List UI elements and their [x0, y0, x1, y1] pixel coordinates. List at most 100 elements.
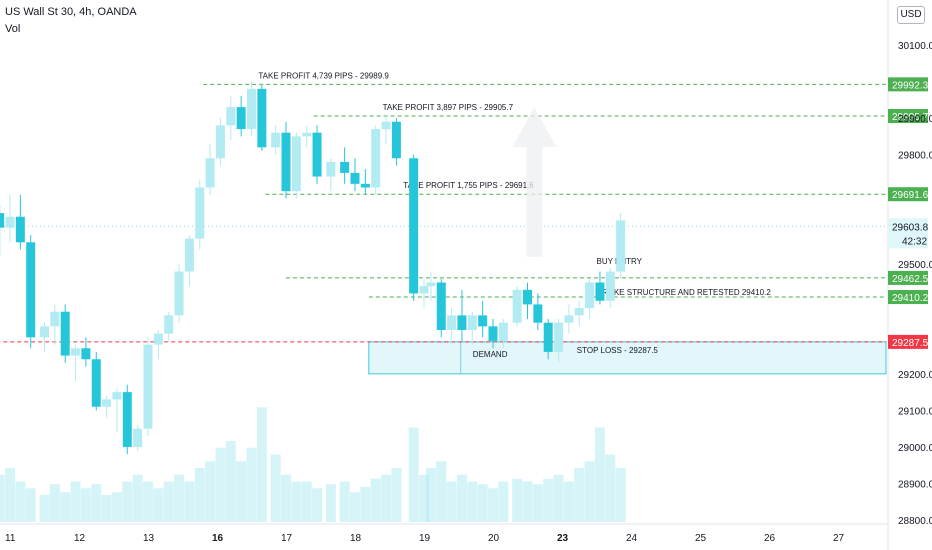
volume-bar — [522, 481, 533, 522]
candle-body — [271, 132, 281, 148]
candle-body — [281, 132, 291, 192]
volume-bar — [543, 478, 554, 522]
candle-body — [360, 183, 370, 188]
candle-body — [291, 136, 301, 192]
x-tick-label: 23 — [557, 533, 569, 544]
volume-bar — [5, 468, 15, 522]
volume-bar — [512, 478, 523, 522]
current-price-tag-text: 29603.8 — [892, 222, 929, 233]
candle-body — [467, 315, 477, 330]
candle-body — [40, 326, 49, 338]
volume-bar — [325, 484, 336, 522]
volume-bar — [360, 486, 371, 522]
candle-body — [143, 344, 153, 429]
volume-bar — [532, 484, 543, 522]
volume-bar — [91, 484, 102, 522]
stop-loss-label: STOP LOSS - 29287.5 — [577, 346, 659, 355]
volume-bar — [122, 481, 133, 522]
price-level-label: TAKE PROFIT 4,739 PIPS - 29989.9 — [258, 71, 389, 80]
volume-bar — [215, 447, 226, 522]
candle-body — [133, 428, 143, 447]
candle-body — [184, 238, 194, 272]
volume-bar — [615, 468, 626, 522]
volume-bar — [49, 484, 60, 522]
volume-bar — [0, 474, 5, 522]
x-tick-label: 17 — [281, 533, 293, 544]
countdown-text: 42:32 — [902, 236, 927, 247]
candle-body — [605, 271, 615, 301]
candle-body — [236, 107, 246, 130]
volume-bar — [594, 427, 605, 522]
candle-body — [302, 132, 312, 137]
volume-bar — [312, 488, 323, 522]
volume-bar — [370, 478, 381, 522]
volume-bar — [381, 474, 392, 522]
candle-body — [205, 158, 215, 188]
price-level-tag — [888, 270, 928, 285]
price-level-tag — [888, 290, 928, 305]
volume-bar — [391, 468, 402, 522]
candle-body — [447, 315, 457, 330]
volume-bar — [194, 468, 205, 522]
volume-bar — [301, 481, 312, 522]
candle-body — [533, 304, 543, 323]
volume-indicator-label: Vol — [5, 23, 21, 35]
x-tick-label: 27 — [833, 533, 845, 544]
candle-body — [112, 392, 122, 400]
volume-bar — [574, 468, 585, 522]
y-tick-label: 29500.0 — [898, 260, 932, 271]
candle-body — [350, 172, 360, 184]
price-level-label: TAKE PROFIT 3,897 PIPS - 29905.7 — [383, 103, 514, 112]
candle-body — [381, 121, 391, 130]
candle-body — [122, 392, 132, 447]
x-tick-label: 26 — [764, 533, 776, 544]
candle-body — [478, 315, 488, 327]
candle-body — [498, 322, 508, 341]
volume-bar — [132, 474, 143, 522]
y-tick-label: 29000.0 — [898, 443, 932, 454]
volume-bar — [425, 468, 436, 522]
candle-body — [512, 289, 522, 323]
candle-body — [15, 216, 25, 243]
demand-zone — [368, 341, 887, 375]
x-tick-label: 18 — [350, 533, 362, 544]
y-tick-label: 28900.0 — [898, 479, 932, 490]
candle-body — [195, 187, 205, 239]
price-level-tag-text: 29287.5 — [892, 338, 929, 349]
y-tick-label: 29800.0 — [898, 151, 932, 162]
volume-bar — [477, 484, 488, 522]
candle-body — [153, 333, 163, 345]
volume-bar — [225, 441, 236, 522]
projection-arrow — [512, 107, 557, 257]
chart-symbol-title: US Wall St 30, 4h, OANDA — [5, 6, 137, 18]
candle-body — [91, 359, 101, 407]
price-level-tag — [888, 77, 928, 92]
volume-bar — [408, 427, 419, 522]
price-level-label: BROKE STRUCTURE AND RETESTED 29410.2 — [597, 288, 772, 297]
price-level-tag — [888, 334, 928, 349]
y-tick-label: 28800.0 — [898, 516, 932, 527]
x-tick-label: 12 — [74, 533, 86, 544]
volume-bar — [605, 454, 616, 522]
volume-bar — [256, 407, 267, 522]
candle-body — [174, 271, 184, 316]
x-tick-label: 24 — [626, 533, 638, 544]
candle-body — [71, 348, 81, 356]
volume-bar — [163, 481, 174, 522]
candle-body — [215, 125, 225, 159]
y-tick-label: 29900.0 — [898, 114, 932, 125]
candle-body — [543, 322, 553, 352]
volume-bar — [436, 461, 447, 522]
candle-body — [226, 107, 236, 126]
price-level-tag-text: 29691.6 — [892, 190, 929, 201]
candle-body — [26, 242, 36, 338]
volume-bar — [488, 488, 498, 522]
x-tick-label: 19 — [419, 533, 431, 544]
candle-body — [0, 213, 5, 228]
volume-bar — [498, 481, 509, 522]
candle-body — [523, 289, 532, 305]
x-tick-label: 13 — [143, 533, 155, 544]
volume-bar — [456, 474, 467, 522]
currency-button[interactable]: USD — [897, 6, 925, 24]
